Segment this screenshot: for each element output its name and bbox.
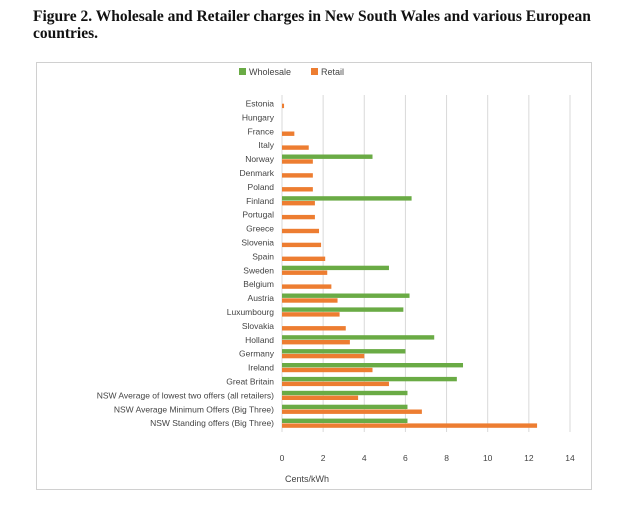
category-label-slovenia: Slovenia xyxy=(241,238,274,248)
category-label-nsw-standing-offers-big-three: NSW Standing offers (Big Three) xyxy=(150,418,274,428)
bar-wholesale-nsw-standing-offers-big-three xyxy=(282,418,408,423)
bar-retail-nsw-average-of-lowest-two-offers-all-retailers xyxy=(282,395,359,400)
category-label-france: France xyxy=(248,126,275,136)
bar-retail-nsw-standing-offers-big-three xyxy=(282,423,538,428)
category-label-nsw-average-of-lowest-two-offers-all-retailers: NSW Average of lowest two offers (all re… xyxy=(97,390,274,400)
bar-retail-denmark xyxy=(282,173,313,178)
bar-wholesale-finland xyxy=(282,196,412,201)
x-tick-4: 4 xyxy=(362,453,367,463)
bar-wholesale-nsw-average-minimum-offers-big-three xyxy=(282,404,408,410)
bar-retail-greece xyxy=(282,228,320,234)
category-label-nsw-average-minimum-offers-big-three: NSW Average Minimum Offers (Big Three) xyxy=(114,404,274,414)
category-label-poland: Poland xyxy=(248,182,275,192)
category-label-luxumbourg: Luxumbourg xyxy=(227,307,275,317)
bar-retail-poland xyxy=(282,187,313,192)
x-tick-6: 6 xyxy=(403,453,408,463)
bar-retail-holland xyxy=(282,340,350,345)
x-tick-10: 10 xyxy=(483,453,493,463)
bar-retail-estonia xyxy=(282,103,285,109)
bar-wholesale-austria xyxy=(282,293,410,298)
x-tick-8: 8 xyxy=(444,453,449,463)
category-label-sweden: Sweden xyxy=(243,265,274,275)
category-label-hungary: Hungary xyxy=(242,112,275,122)
category-label-estonia: Estonia xyxy=(246,99,275,109)
bar-wholesale-luxumbourg xyxy=(282,307,404,312)
bar-retail-ireland xyxy=(282,367,373,373)
x-axis-label: Cents/kWh xyxy=(285,474,329,484)
bar-retail-austria xyxy=(282,298,338,303)
bar-wholesale-great-britain xyxy=(282,376,457,382)
category-label-slovakia: Slovakia xyxy=(242,321,274,331)
x-tick-12: 12 xyxy=(524,453,534,463)
legend-swatch-retail xyxy=(311,68,318,75)
bar-retail-luxumbourg xyxy=(282,312,340,317)
category-labels: Estonia Hungary France Italy Norway Denmark Po… xyxy=(97,99,275,429)
bar-retail-spain xyxy=(282,256,326,261)
bar-wholesale-germany xyxy=(282,349,406,354)
category-label-italy: Italy xyxy=(258,140,274,150)
category-label-ireland: Ireland xyxy=(248,363,274,373)
bar-wholesale-norway xyxy=(282,154,373,159)
chart-frame xyxy=(36,62,592,490)
category-label-austria: Austria xyxy=(248,293,275,303)
category-label-belgium: Belgium xyxy=(243,279,274,289)
category-label-greece: Greece xyxy=(246,224,274,234)
legend-label-retail: Retail xyxy=(321,67,344,77)
category-label-denmark: Denmark xyxy=(240,168,275,178)
bar-retail-france xyxy=(282,131,295,136)
bar-wholesale-sweden xyxy=(282,265,389,271)
bar-wholesale-nsw-average-of-lowest-two-offers-all-retailers xyxy=(282,390,408,396)
legend-label-wholesale: Wholesale xyxy=(249,67,291,77)
bar-retail-belgium xyxy=(282,284,332,289)
bar-retail-italy xyxy=(282,145,309,150)
category-label-norway: Norway xyxy=(245,154,275,164)
legend: Wholesale Retail xyxy=(239,67,344,77)
x-tick-labels: 0 2 4 6 8 10 12 14 xyxy=(280,453,575,463)
bar-retail-great-britain xyxy=(282,381,389,387)
bar-retail-slovenia xyxy=(282,242,322,248)
x-tick-2: 2 xyxy=(321,453,326,463)
category-label-portugal: Portugal xyxy=(242,210,274,220)
bar-retail-portugal xyxy=(282,214,315,220)
bar-retail-norway xyxy=(282,159,313,164)
x-tick-0: 0 xyxy=(280,453,285,463)
category-label-holland: Holland xyxy=(245,335,274,345)
bar-retail-germany xyxy=(282,353,365,359)
category-label-finland: Finland xyxy=(246,196,274,206)
figure-title: Figure 2. Wholesale and Retailer charges… xyxy=(33,8,591,42)
category-label-germany: Germany xyxy=(239,349,275,359)
bar-wholesale-holland xyxy=(282,335,435,340)
bar-retail-nsw-average-minimum-offers-big-three xyxy=(282,409,422,414)
bar-retail-sweden xyxy=(282,270,328,275)
category-label-spain: Spain xyxy=(252,251,274,261)
category-label-great-britain: Great Britain xyxy=(226,377,274,387)
bar-wholesale-ireland xyxy=(282,363,464,368)
legend-swatch-wholesale xyxy=(239,68,246,75)
grid xyxy=(281,95,571,432)
x-tick-14: 14 xyxy=(565,453,575,463)
bar-retail-slovakia xyxy=(282,326,346,331)
bars xyxy=(282,103,538,428)
bar-retail-finland xyxy=(282,201,315,206)
